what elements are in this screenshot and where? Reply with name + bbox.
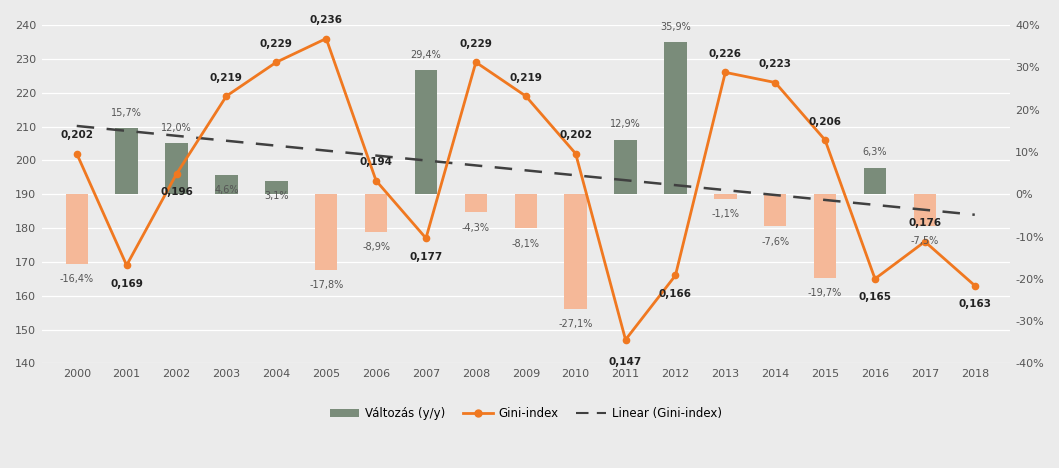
Text: 29,4%: 29,4% xyxy=(411,50,442,60)
Text: 0,206: 0,206 xyxy=(809,117,842,126)
Text: 0,229: 0,229 xyxy=(259,39,292,49)
Text: -8,1%: -8,1% xyxy=(511,239,540,249)
Text: 0,202: 0,202 xyxy=(60,130,93,140)
Text: 0,223: 0,223 xyxy=(758,59,792,69)
Text: 0,166: 0,166 xyxy=(659,289,692,299)
Text: 3,1%: 3,1% xyxy=(264,191,288,201)
Text: 0,196: 0,196 xyxy=(160,188,193,197)
Bar xyxy=(365,194,388,232)
Text: 0,177: 0,177 xyxy=(410,252,443,262)
Bar xyxy=(215,175,237,194)
Text: -1,1%: -1,1% xyxy=(712,209,739,219)
Text: 35,9%: 35,9% xyxy=(660,22,690,32)
Bar xyxy=(914,194,936,226)
Text: 0,226: 0,226 xyxy=(708,49,741,59)
Text: -4,3%: -4,3% xyxy=(462,223,490,233)
Text: -7,6%: -7,6% xyxy=(761,236,789,247)
Text: 0,219: 0,219 xyxy=(210,73,243,82)
Text: 12,0%: 12,0% xyxy=(161,123,192,133)
Text: 12,9%: 12,9% xyxy=(610,119,641,130)
Bar xyxy=(165,144,187,194)
Text: 0,194: 0,194 xyxy=(360,157,393,167)
Text: 15,7%: 15,7% xyxy=(111,108,142,117)
Bar xyxy=(714,194,737,199)
Text: 0,229: 0,229 xyxy=(460,39,492,49)
Text: 4,6%: 4,6% xyxy=(214,185,238,195)
Text: 0,165: 0,165 xyxy=(859,292,892,302)
Bar xyxy=(614,139,636,194)
Text: 6,3%: 6,3% xyxy=(863,147,887,157)
Bar xyxy=(515,194,537,228)
Text: -7,5%: -7,5% xyxy=(911,236,939,246)
Text: -17,8%: -17,8% xyxy=(309,280,343,290)
Text: 0,219: 0,219 xyxy=(509,73,542,82)
Text: -27,1%: -27,1% xyxy=(558,319,593,329)
Text: 0,202: 0,202 xyxy=(559,130,592,140)
Bar xyxy=(265,181,288,194)
Text: -16,4%: -16,4% xyxy=(59,274,94,284)
Bar xyxy=(764,194,787,227)
Text: 0,176: 0,176 xyxy=(909,218,941,228)
Text: -19,7%: -19,7% xyxy=(808,288,842,298)
Bar xyxy=(864,168,886,194)
Bar xyxy=(315,194,338,270)
Text: 0,147: 0,147 xyxy=(609,357,642,366)
Text: -8,9%: -8,9% xyxy=(362,242,390,252)
Bar xyxy=(564,194,587,309)
Bar xyxy=(415,70,437,194)
Text: 0,169: 0,169 xyxy=(110,279,143,289)
Text: 0,236: 0,236 xyxy=(309,15,343,25)
Bar xyxy=(66,194,88,263)
Bar xyxy=(115,128,138,194)
Text: 0,163: 0,163 xyxy=(958,299,991,309)
Bar xyxy=(814,194,837,278)
Legend: Változás (y/y), Gini-index, Linear (Gini-index): Változás (y/y), Gini-index, Linear (Gini… xyxy=(325,403,726,425)
Bar xyxy=(465,194,487,212)
Bar xyxy=(664,42,686,194)
